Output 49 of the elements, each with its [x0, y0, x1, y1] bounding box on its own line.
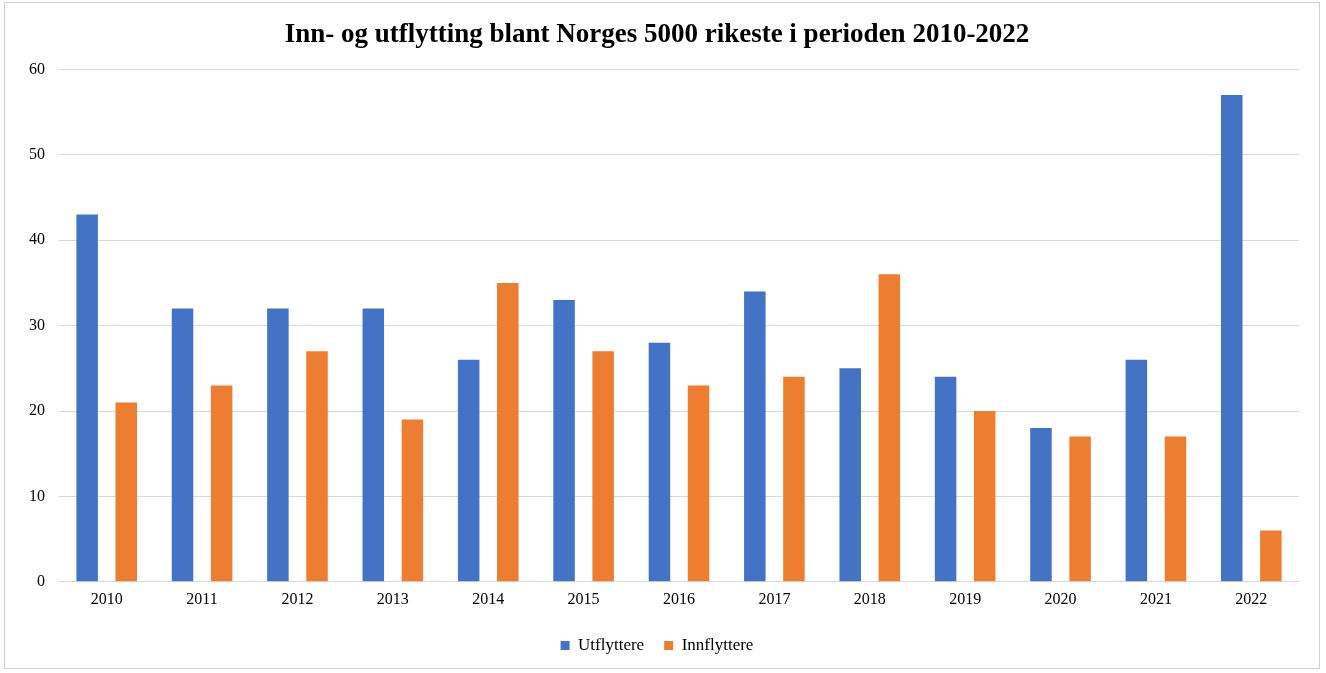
bar [1221, 95, 1243, 582]
bar [839, 368, 861, 582]
bar [934, 376, 957, 582]
bar [1069, 436, 1091, 582]
legend-label: Utflyttere [578, 634, 645, 654]
y-tick-label: 30 [29, 315, 45, 333]
bar [783, 376, 805, 582]
y-tick-label: 60 [29, 59, 45, 77]
x-tick-label: 2018 [853, 589, 886, 607]
y-tick-label: 0 [37, 572, 45, 589]
bar [878, 274, 901, 582]
y-tick-label: 50 [29, 145, 45, 162]
bar [1030, 428, 1052, 582]
legend-label: Innflyttere [681, 634, 754, 654]
x-tick-label: 2013 [376, 589, 409, 607]
x-tick-label: 2022 [1235, 589, 1268, 607]
y-tick-label: 20 [29, 401, 45, 419]
bar [1125, 359, 1148, 582]
x-tick-label: 2020 [1044, 589, 1077, 607]
bar [648, 342, 671, 582]
y-tick-label: 10 [29, 486, 45, 504]
bar [457, 359, 480, 582]
chart-title: Inn- og utflytting blant Norges 5000 rikeste i perioden 2010-2022 [284, 18, 1030, 49]
bar [1164, 436, 1187, 582]
y-tick-label: 40 [29, 230, 45, 248]
bar [171, 308, 194, 582]
bar [553, 299, 575, 582]
x-tick-label: 2011 [186, 589, 218, 607]
x-tick-label: 2016 [663, 589, 695, 607]
x-tick-label: 2012 [281, 589, 314, 607]
bar [687, 385, 710, 582]
bar [973, 411, 996, 582]
x-tick-label: 2010 [90, 589, 123, 607]
x-tick-label: 2021 [1139, 589, 1172, 607]
bar [744, 291, 766, 582]
bar [592, 351, 614, 582]
bar [306, 351, 328, 582]
bar [210, 385, 233, 582]
bar [497, 282, 519, 582]
bar [76, 214, 98, 582]
bar [115, 402, 137, 582]
bar [362, 308, 385, 582]
x-tick-label: 2019 [949, 589, 982, 607]
bar [401, 419, 424, 582]
x-tick-label: 2014 [472, 589, 505, 607]
x-tick-label: 2017 [758, 589, 791, 607]
bar [267, 308, 289, 582]
x-tick-label: 2015 [567, 589, 600, 607]
bar [1260, 530, 1282, 582]
